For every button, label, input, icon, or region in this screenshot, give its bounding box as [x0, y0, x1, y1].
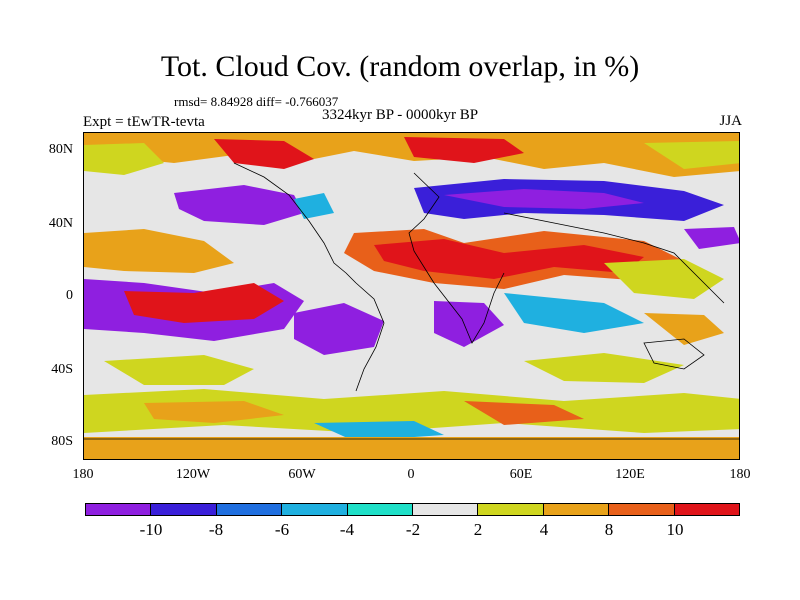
south-atlantic-negative [294, 303, 384, 355]
period-label: 3324kyr BP - 0000kyr BP [322, 107, 479, 123]
north-pacific-orange [84, 229, 234, 273]
south-pacific-yellow [104, 355, 254, 385]
colorbar-cell [609, 504, 675, 515]
colorbar-label: 10 [666, 520, 684, 539]
colorbar-label: 4 [539, 520, 549, 539]
north-pacific-negative [174, 185, 304, 225]
colorbar-label: 8 [604, 520, 614, 539]
southern-ocean-orange-west [144, 401, 284, 423]
colorbar-label: -4 [339, 520, 355, 539]
map-canvas [84, 133, 739, 459]
colorbar-cell [478, 504, 544, 515]
antarctic-coast-band [84, 437, 739, 459]
colorbar-label: -6 [274, 520, 290, 539]
lat-label-0: 0 [66, 288, 73, 303]
colorbar-label: -2 [405, 520, 421, 539]
coastlines [84, 162, 739, 440]
colorbar-cell [151, 504, 217, 515]
colorbar-label: -10 [139, 520, 163, 539]
colorbar-cell [282, 504, 348, 515]
sahara-asia-strong-positive [374, 239, 644, 279]
lon-label-180-west: 180 [72, 467, 94, 482]
asia-coast [503, 212, 725, 304]
lat-label-80s: 80S [51, 434, 73, 449]
cloud-anomaly-map [83, 132, 740, 460]
colorbar-cell [413, 504, 479, 515]
stats-line: rmsd= 8.84928 diff= -0.766037 [174, 94, 339, 109]
western-pacific-positive [644, 313, 724, 345]
colorbar-cell [543, 504, 610, 515]
indian-ocean-cyan [504, 293, 644, 333]
southern-ocean-orange-east [464, 401, 584, 425]
tropical-pacific-positive-core [124, 283, 284, 323]
arctic-yellow-patch-east [644, 141, 739, 169]
southern-ocean-yellow-band [84, 389, 739, 433]
lat-label-80n: 80N [48, 142, 73, 157]
experiment-label: Expt = tEwTR-tevta [83, 114, 205, 130]
south-indian-yellow [524, 353, 684, 383]
north-america-coast [233, 162, 357, 284]
lat-label-40s: 40S [51, 362, 73, 377]
lon-label-120w: 120W [175, 467, 211, 482]
arctic-red-patch-west [214, 139, 314, 169]
colorbar-cell [347, 504, 414, 515]
colorbar-cell [86, 504, 152, 515]
colorbar-label: -8 [208, 520, 224, 539]
northwest-pacific-negative [684, 227, 739, 249]
lon-label-0: 0 [407, 467, 415, 482]
south-america-coast [355, 282, 385, 392]
lon-label-180-east: 180 [729, 467, 751, 482]
arctic-yellow-patch-west [84, 143, 164, 175]
australia-coast [643, 338, 705, 370]
north-america-cyan [294, 193, 334, 219]
season-label: JJA [719, 113, 742, 129]
southern-africa-negative [434, 301, 504, 347]
antarctic-cyan [314, 421, 444, 441]
africa-europe-coast [408, 172, 505, 344]
colorbar-cell [216, 504, 283, 515]
lon-label-60e: 60E [509, 467, 533, 482]
lat-label-40n: 40N [48, 216, 73, 231]
lon-label-60w: 60W [288, 467, 316, 482]
colorbar-label: 2 [473, 520, 483, 539]
eurasia-strong-negative [444, 189, 644, 209]
lon-label-120e: 120E [615, 467, 645, 482]
map-title: Tot. Cloud Cov. (random overlap, in %) [160, 50, 640, 83]
colorbar-cell [674, 504, 740, 515]
arctic-red-patch-east [404, 137, 524, 163]
maritime-continent-positive [604, 259, 724, 299]
colorbar [85, 503, 740, 516]
